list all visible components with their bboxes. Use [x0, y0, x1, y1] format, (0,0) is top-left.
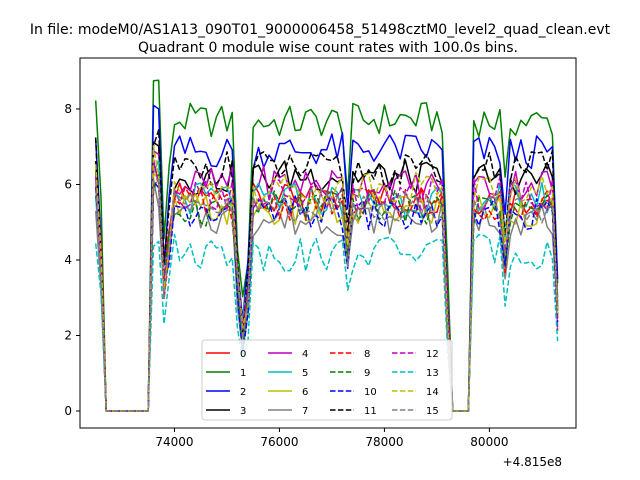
series-line-12 — [94, 158, 559, 412]
x-tick-label: 74000 — [155, 435, 193, 449]
legend-label-10: 10 — [364, 387, 377, 398]
x-tick-label: 78000 — [365, 435, 403, 449]
chart-title: Quadrant 0 module wise count rates with … — [138, 40, 518, 56]
series-line-2 — [94, 104, 559, 412]
legend-label-5: 5 — [302, 368, 308, 379]
legend-label-11: 11 — [364, 406, 377, 417]
series-line-11 — [94, 129, 559, 412]
x-offset-label: +4.815e8 — [503, 455, 562, 469]
series-line-10 — [94, 180, 559, 412]
series-line-9 — [94, 171, 559, 412]
legend-label-6: 6 — [302, 387, 308, 398]
legend-label-9: 9 — [364, 368, 370, 379]
legend-label-12: 12 — [426, 349, 439, 360]
series-line-13 — [94, 233, 559, 412]
series-line-15 — [94, 178, 559, 412]
y-tick-label: 4 — [64, 253, 72, 267]
legend-label-7: 7 — [302, 406, 308, 417]
legend-label-15: 15 — [426, 406, 439, 417]
x-tick-label: 76000 — [260, 435, 298, 449]
x-tick-label: 80000 — [470, 435, 508, 449]
legend-label-0: 0 — [240, 349, 246, 360]
legend-label-8: 8 — [364, 349, 370, 360]
series-layer — [94, 79, 559, 412]
legend-label-4: 4 — [302, 349, 308, 360]
legend-label-13: 13 — [426, 368, 439, 379]
y-axis: 0 2 4 6 8 — [64, 102, 80, 418]
figure-suptitle: In file: modeM0/AS1A13_090T01_9000006458… — [30, 22, 611, 38]
series-line-14 — [94, 145, 559, 412]
legend-box — [201, 339, 453, 421]
x-axis: 74000 76000 78000 80000 — [155, 428, 508, 449]
legend-label-3: 3 — [240, 406, 246, 417]
y-tick-label: 6 — [64, 177, 72, 191]
legend-label-14: 14 — [426, 387, 439, 398]
legend-label-1: 1 — [240, 368, 246, 379]
legend-label-2: 2 — [240, 387, 246, 398]
y-tick-label: 2 — [64, 329, 72, 343]
y-tick-label: 0 — [64, 404, 72, 418]
series-line-1 — [94, 79, 559, 412]
y-tick-label: 8 — [64, 102, 72, 116]
plot-frame — [79, 57, 577, 429]
